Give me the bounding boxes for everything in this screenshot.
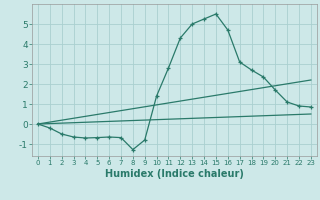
X-axis label: Humidex (Indice chaleur): Humidex (Indice chaleur) [105, 169, 244, 179]
